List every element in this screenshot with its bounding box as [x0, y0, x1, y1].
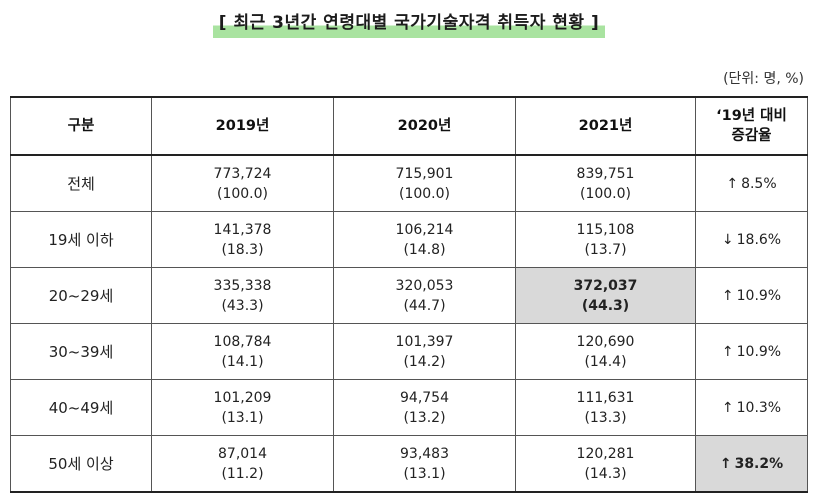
- cell-2020: 101,397 (14.2): [333, 323, 516, 380]
- cell-2019: 108,784 (14.1): [151, 323, 334, 380]
- header-change-line2: 증감율: [731, 128, 772, 144]
- row-label: 30~39세: [10, 323, 152, 380]
- cell-change: ↓ 18.6%: [695, 211, 808, 268]
- cell-percent: (11.2): [221, 465, 264, 482]
- cell-change: ↑ 10.3%: [695, 379, 808, 436]
- cell-2019: 141,378 (18.3): [151, 211, 334, 268]
- up-arrow-icon: ↑: [721, 399, 734, 416]
- change-rate: 10.9%: [736, 343, 782, 360]
- cell-percent: (14.2): [403, 353, 446, 370]
- row-label: 20~29세: [10, 267, 152, 324]
- cell-percent: (100.0): [216, 185, 268, 202]
- row-label: 50세 이상: [10, 435, 152, 493]
- table-row: 20~29세 335,338 (43.3) 320,053 (44.7) 372,0…: [10, 267, 808, 324]
- cell-2021-highlighted: 372,037 (44.3): [515, 267, 696, 324]
- cell-2020: 106,214 (14.8): [333, 211, 516, 268]
- down-arrow-icon: ↓: [721, 231, 734, 248]
- cell-percent: (43.3): [221, 297, 264, 314]
- cell-change-highlighted: ↑ 38.2%: [695, 435, 808, 493]
- header-change-line1: ‘19년 대비: [716, 108, 787, 124]
- cell-value: 335,338: [213, 277, 272, 294]
- change-rate: 18.6%: [736, 231, 782, 248]
- cell-percent: (13.1): [403, 465, 446, 482]
- cell-percent: (18.3): [221, 241, 264, 258]
- cell-percent: (13.3): [584, 409, 627, 426]
- cell-2021: 839,751 (100.0): [515, 154, 696, 212]
- cell-value: 101,209: [213, 389, 272, 406]
- cell-2019: 335,338 (43.3): [151, 267, 334, 324]
- cell-change: ↑ 8.5%: [695, 154, 808, 212]
- cell-value: 120,281: [576, 445, 635, 462]
- cell-2019: 87,014 (11.2): [151, 435, 334, 493]
- cell-2019: 773,724 (100.0): [151, 154, 334, 212]
- cell-percent: (14.1): [221, 353, 264, 370]
- cell-change: ↑ 10.9%: [695, 323, 808, 380]
- row-label: 19세 이하: [10, 211, 152, 268]
- data-table: 구분 2019년 2020년 2021년 ‘19년 대비 증감율 전체 773,…: [10, 96, 808, 493]
- cell-2020: 93,483 (13.1): [333, 435, 516, 493]
- up-arrow-icon: ↑: [726, 175, 739, 192]
- row-label: 40~49세: [10, 379, 152, 436]
- cell-value: 839,751: [576, 165, 635, 182]
- cell-percent: (100.0): [398, 185, 450, 202]
- change-rate: 10.9%: [736, 287, 782, 304]
- cell-value: 108,784: [213, 333, 272, 350]
- header-category: 구분: [10, 96, 152, 156]
- cell-percent: (13.1): [221, 409, 264, 426]
- cell-value: 141,378: [213, 221, 272, 238]
- unit-note: (단위: 명, %): [723, 71, 804, 87]
- table-row: 30~39세 108,784 (14.1) 101,397 (14.2) 120,6…: [10, 323, 808, 380]
- cell-value: 773,724: [213, 165, 272, 182]
- header-change: ‘19년 대비 증감율: [695, 96, 808, 156]
- cell-2021: 111,631 (13.3): [515, 379, 696, 436]
- cell-value: 106,214: [395, 221, 454, 238]
- cell-percent: (14.3): [584, 465, 627, 482]
- header-2019: 2019년: [151, 96, 334, 156]
- cell-2020: 715,901 (100.0): [333, 154, 516, 212]
- cell-percent: (44.3): [581, 297, 630, 314]
- cell-2019: 101,209 (13.1): [151, 379, 334, 436]
- cell-value: 715,901: [395, 165, 454, 182]
- cell-value: 101,397: [395, 333, 454, 350]
- cell-percent: (13.7): [584, 241, 627, 258]
- cell-value: 87,014: [218, 445, 267, 462]
- cell-2020: 320,053 (44.7): [333, 267, 516, 324]
- cell-2020: 94,754 (13.2): [333, 379, 516, 436]
- cell-value: 111,631: [576, 389, 635, 406]
- cell-change: ↑ 10.9%: [695, 267, 808, 324]
- cell-value: 320,053: [395, 277, 454, 294]
- table-row: 50세 이상 87,014 (11.2) 93,483 (13.1) 120,281…: [10, 435, 808, 493]
- up-arrow-icon: ↑: [721, 287, 734, 304]
- change-rate: 8.5%: [741, 175, 777, 192]
- document-title: [ 최근 3년간 연령대별 국가기술자격 취득자 현황 ]: [212, 10, 606, 38]
- cell-2021: 120,690 (14.4): [515, 323, 696, 380]
- cell-value: 94,754: [400, 389, 449, 406]
- table-row: 19세 이하 141,378 (18.3) 106,214 (14.8) 115,1…: [10, 211, 808, 268]
- cell-value: 93,483: [400, 445, 449, 462]
- change-rate: 38.2%: [734, 455, 784, 472]
- row-label: 전체: [10, 154, 152, 212]
- cell-percent: (14.4): [584, 353, 627, 370]
- header-2020: 2020년: [333, 96, 516, 156]
- cell-percent: (100.0): [579, 185, 631, 202]
- title-container: [ 최근 3년간 연령대별 국가기술자격 취득자 현황 ]: [0, 10, 818, 38]
- up-arrow-icon: ↑: [719, 455, 732, 472]
- header-row: 구분 2019년 2020년 2021년 ‘19년 대비 증감율: [10, 96, 808, 156]
- cell-percent: (44.7): [403, 297, 446, 314]
- change-rate: 10.3%: [736, 399, 782, 416]
- cell-value: 120,690: [576, 333, 635, 350]
- cell-2021: 120,281 (14.3): [515, 435, 696, 493]
- header-2021: 2021년: [515, 96, 696, 156]
- table-row: 40~49세 101,209 (13.1) 94,754 (13.2) 111,63…: [10, 379, 808, 436]
- table-row: 전체 773,724 (100.0) 715,901 (100.0) 839,751…: [10, 154, 808, 212]
- up-arrow-icon: ↑: [721, 343, 734, 360]
- cell-percent: (14.8): [403, 241, 446, 258]
- cell-2021: 115,108 (13.7): [515, 211, 696, 268]
- cell-value: 372,037: [573, 277, 638, 294]
- cell-value: 115,108: [576, 221, 635, 238]
- cell-percent: (13.2): [403, 409, 446, 426]
